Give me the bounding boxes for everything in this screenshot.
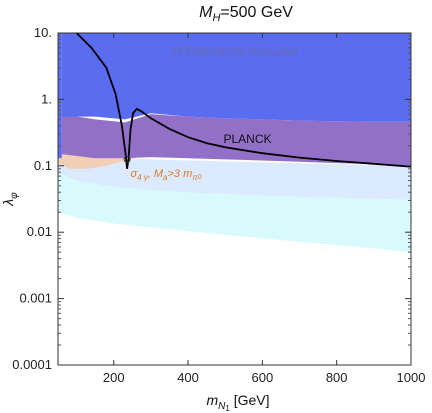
x-axis-label: mN1 [GeV] <box>206 392 269 413</box>
x-tick-label: 400 <box>177 370 199 385</box>
curve-layer <box>75 33 411 169</box>
plot-frame <box>57 32 412 366</box>
y-tick-label: 0.1 <box>34 158 52 173</box>
sigma-greek: σ <box>130 168 137 180</box>
x-tick-label: 1000 <box>397 370 426 385</box>
region-purple-planck <box>61 114 411 166</box>
y-axis-label: λφ <box>0 192 20 207</box>
region-light-blue-band <box>58 158 411 200</box>
y-tick-label: 0.01 <box>27 224 52 239</box>
x-tick-label: 800 <box>326 370 348 385</box>
fermi-hess-label: FERMI/HESS Excluded <box>171 45 297 59</box>
x-tick-label: 600 <box>252 370 274 385</box>
plot-regions <box>58 33 411 253</box>
curve-relic-density <box>75 33 411 169</box>
x-tick-label: 200 <box>103 370 125 385</box>
sigma-constraint-label: σ4 γ, Ma>3 mπ0 <box>130 168 201 182</box>
curve-marker <box>123 155 131 163</box>
y-axis-ticks: 10. 1. 0.1 0.01 0.001 0.0001 <box>12 25 411 372</box>
y-tick-label: 10. <box>34 25 52 40</box>
planck-label: PLANCK <box>223 132 271 146</box>
x-axis-ticks: 200 400 600 800 1000 <box>103 33 426 385</box>
y-tick-label: 1. <box>41 91 52 106</box>
region-blue-left-strip <box>58 33 62 159</box>
y-tick-label: 0.001 <box>19 291 52 306</box>
y-tick-label: 0.0001 <box>12 357 52 372</box>
region-blue-fermi <box>61 33 411 122</box>
chart-title: MH=500 GeV <box>199 4 293 24</box>
